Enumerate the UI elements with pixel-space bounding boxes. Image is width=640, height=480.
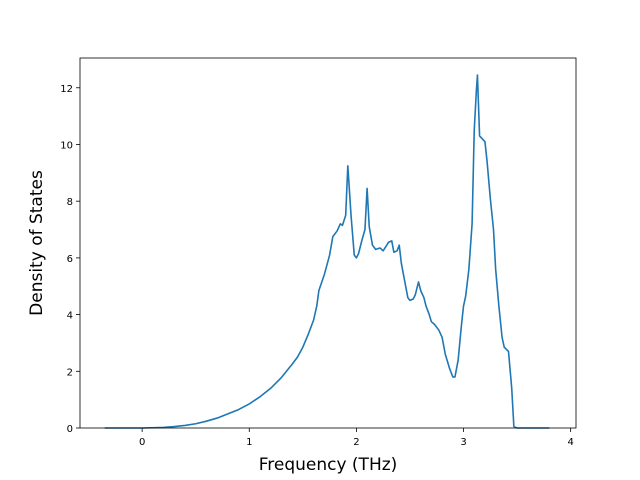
series-line-0	[104, 74, 550, 429]
x-tick-label: 1	[246, 437, 252, 448]
y-axis-title: Density of States	[27, 170, 47, 316]
y-tick-label: 10	[60, 140, 73, 151]
x-axis-title: Frequency (THz)	[259, 455, 398, 475]
plot-area	[80, 58, 576, 428]
x-tick-label: 0	[139, 437, 145, 448]
y-tick-label: 6	[67, 254, 73, 265]
series-group	[104, 74, 550, 429]
y-tick-label: 4	[67, 311, 73, 322]
y-tick-label: 12	[60, 84, 73, 95]
plot-frame	[79, 57, 577, 429]
x-tick-label: 4	[567, 437, 573, 448]
x-tick-label: 2	[353, 437, 359, 448]
y-tick-label: 8	[67, 197, 73, 208]
x-tick-label: 3	[460, 437, 466, 448]
y-tick-label: 2	[67, 367, 73, 378]
y-tick-label: 0	[67, 424, 73, 435]
